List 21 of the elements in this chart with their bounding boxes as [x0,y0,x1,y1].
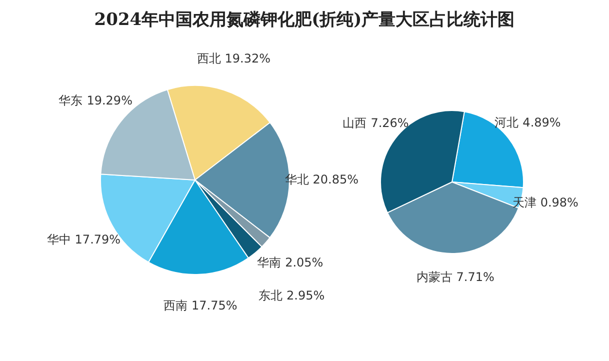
chart-title: 2024年中国农用氮磷钾化肥(折纯)产量大区占比统计图 [93,9,516,31]
slice-label: 内蒙古 [416,270,452,284]
data-label: 2.95% [286,288,325,302]
data-label: 17.75% [192,298,238,313]
slice-label: 西南 [164,298,188,313]
data-label: 20.85% [312,172,359,186]
data-label: 19.32% [224,52,271,66]
data-label: 2.05% [285,256,324,270]
data-label: 0.98% [540,196,578,210]
data-label: 4.89% [522,115,561,130]
slice-label: 东北 [258,288,283,302]
slice-label: 山西 [342,116,367,130]
slice-label: 西北 [196,52,221,66]
slice-label: 华中 [46,232,71,246]
slice-label: 河北 [494,115,519,130]
slice-label: 华南 [257,256,282,270]
data-label: 19.29% [86,94,132,108]
slice-label: 华东 [58,94,83,108]
data-label: 7.26% [370,116,409,130]
data-label: 17.79% [74,232,121,246]
data-label: 7.71% [456,270,494,284]
